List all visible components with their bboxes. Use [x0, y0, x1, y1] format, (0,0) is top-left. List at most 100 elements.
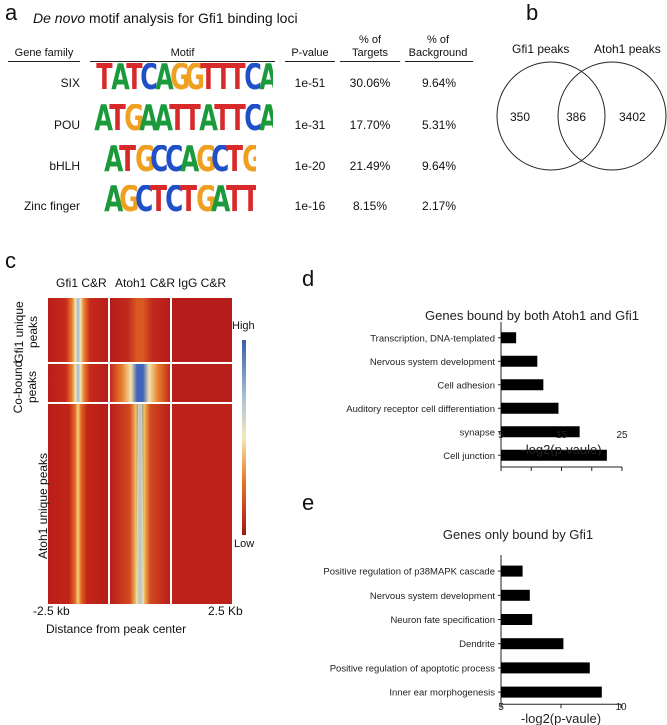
chart-title: Genes only bound by Gfi1	[443, 527, 593, 542]
motif-letter-t: T	[125, 63, 143, 98]
motif-letter-a: A	[259, 63, 273, 99]
heatmap-x-left: -2.5 kb	[33, 604, 70, 618]
bar-label: Cell adhesion	[437, 380, 495, 391]
panel-d-letter: d	[302, 266, 315, 291]
row4-targets: 8.15%	[352, 199, 388, 213]
bar-label: Cell junction	[443, 451, 495, 462]
row2-targets: 17.70%	[349, 118, 391, 132]
motif-letter-a: A	[111, 63, 130, 98]
motif-letter-a: A	[155, 63, 175, 98]
motif-letter-c: C	[134, 185, 153, 220]
venn-circle-gfi1	[496, 61, 606, 171]
row2-background: 5.31%	[421, 118, 457, 132]
legend-high-label: High	[232, 320, 255, 332]
panel-e-letter: e	[302, 490, 315, 515]
heatmap-gfi1-unique	[48, 298, 108, 362]
heatmap-atoh1-cobound	[110, 364, 170, 402]
heatmap-atoh1-gfi1unique	[110, 298, 170, 362]
motif-letter-g: G	[185, 63, 205, 98]
bar-label: Dendrite	[459, 639, 495, 650]
row3-background: 9.64%	[421, 159, 457, 173]
motif-letter-t: T	[96, 63, 113, 98]
panel-a-letter: a	[5, 0, 18, 25]
bar-label: Nervous system development	[370, 357, 495, 368]
panel-a-title-rest: motif analysis for Gfi1 binding loci	[85, 10, 298, 26]
row1-family: SIX	[60, 76, 80, 90]
motif-letter-c: C	[149, 145, 169, 180]
heatmap-x-right: 2.5 Kb	[208, 604, 243, 618]
venn-right-count: 3402	[619, 110, 646, 124]
heatmap-col-gfi1: Gfi1 C&R	[56, 276, 107, 290]
x-axis-title: -log2(p-vaule)	[521, 711, 601, 725]
heatmap-col-igg: IgG C&R	[178, 276, 227, 290]
motif-letter-a: A	[104, 185, 124, 220]
rule-pvalue	[285, 61, 335, 62]
col-head-background: % of Background	[402, 34, 474, 60]
bar	[501, 332, 517, 344]
col-head-background-line1: % of	[426, 34, 449, 46]
motif-letter-a: A	[154, 104, 173, 139]
panel-a-title-italic: De novo	[33, 10, 86, 26]
rule-family	[8, 61, 80, 62]
rule-targets	[340, 61, 400, 62]
motif-letter-c: C	[140, 63, 159, 98]
rule-background	[405, 61, 473, 62]
col-head-background-line2: Background	[408, 47, 468, 59]
x-tick-label: 5	[498, 430, 504, 441]
motif-letter-a: A	[180, 145, 200, 180]
heatmap-igg-block2	[172, 364, 232, 402]
bar	[501, 589, 530, 601]
x-tick-label: 15	[556, 430, 568, 441]
legend-low-label: Low	[234, 538, 255, 550]
motif-letter-a: A	[259, 104, 273, 140]
motif-letter-g: G	[124, 104, 145, 139]
chart-e: Genes only bound by Gfi1 Positive regulat…	[323, 527, 627, 725]
heatmap-igg-block1	[172, 298, 232, 362]
x-tick-label: 5	[498, 702, 504, 713]
heatmap-gfi1-cobound	[48, 364, 108, 402]
venn-circle-atoh1	[557, 61, 667, 171]
motif-letter-t: T	[229, 63, 247, 98]
col-head-family: Gene family	[14, 47, 74, 59]
row-label-cobound-line1: Co-bound	[11, 360, 25, 414]
motif-letter-t: T	[226, 145, 244, 180]
motif-letter-t: T	[180, 185, 198, 220]
rule-motif	[90, 61, 275, 62]
motif-letter-c: C	[165, 185, 184, 220]
bar	[501, 686, 602, 698]
motif-letter-g: G	[170, 63, 191, 98]
bar-label: Neuron fate specification	[390, 615, 495, 626]
motif-letter-t: T	[149, 185, 167, 220]
col-head-targets-line2: Targets	[351, 47, 389, 59]
row1-targets: 30.06%	[349, 76, 391, 90]
bar	[501, 402, 559, 414]
col-head-pvalue: P-value	[291, 47, 329, 59]
motif-letter-a: A	[139, 104, 158, 139]
motif-letter-t: T	[200, 63, 217, 98]
bar	[501, 565, 523, 577]
venn-left-label: Gfi1 peaks	[512, 42, 570, 56]
motif-letter-g: G	[134, 145, 155, 180]
row4-motif-logo: AGCTCTGATT	[103, 185, 256, 221]
heatmap-igg-block3	[172, 404, 232, 604]
motif-letter-g: G	[242, 145, 256, 181]
row2-pvalue: 1e-31	[294, 118, 326, 132]
col-head-motif: Motif	[170, 47, 195, 59]
col-head-targets: % of Targets	[340, 34, 400, 60]
bar	[501, 614, 533, 625]
bar	[501, 638, 564, 650]
x-tick-label: 10	[615, 702, 627, 713]
panel-b-letter: b	[526, 0, 539, 25]
bar	[501, 449, 607, 461]
motif-letter-t: T	[214, 104, 231, 139]
venn-right-label: Atoh1 peaks	[594, 42, 661, 56]
heatmap-col-atoh1: Atoh1 C&R	[115, 276, 176, 290]
row2-family: POU	[53, 118, 80, 132]
motif-letter-g: G	[195, 185, 217, 220]
row-label-atoh1-unique: Atoh1 unique peaks	[36, 452, 50, 560]
bar-label: Inner ear morphogenesis	[389, 688, 495, 699]
heatmap-panel	[48, 298, 246, 604]
bar	[501, 379, 544, 391]
motif-letter-c: C	[244, 63, 263, 98]
bar-label: Transcription, DNA-templated	[370, 333, 495, 344]
